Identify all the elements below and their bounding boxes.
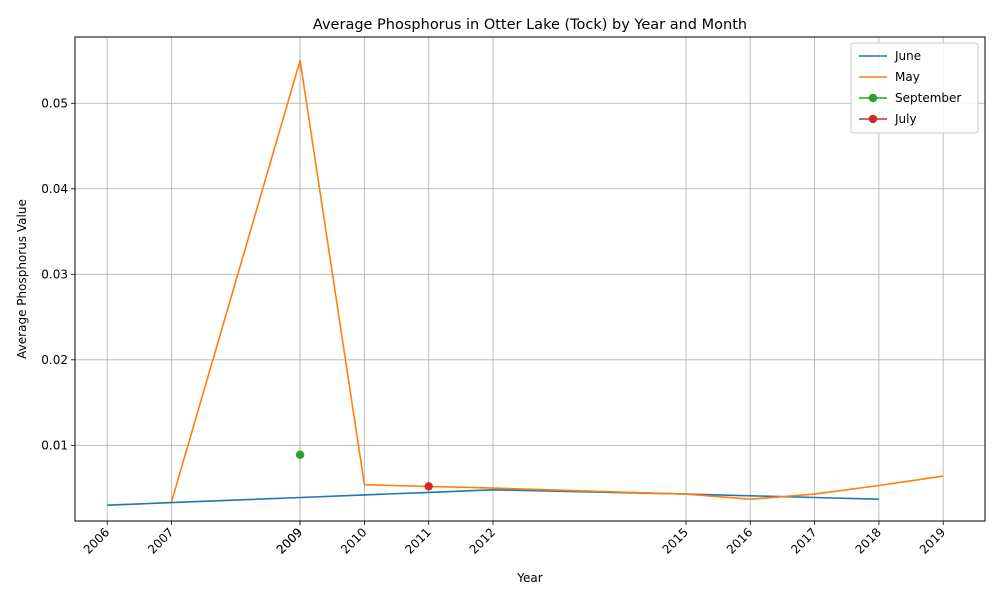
x-tick-label: 2007 xyxy=(145,525,176,556)
x-tick-label: 2018 xyxy=(853,525,884,556)
x-tick-label: 2017 xyxy=(788,525,819,556)
x-tick-label: 2019 xyxy=(917,525,948,556)
chart-title: Average Phosphorus in Otter Lake (Tock) … xyxy=(313,17,747,33)
legend-label-may: May xyxy=(895,70,920,84)
legend-box xyxy=(850,42,979,134)
legend: June May September July xyxy=(850,42,979,134)
series-lines xyxy=(107,59,944,506)
y-tick-label: 0.04 xyxy=(41,182,68,196)
x-tick-label: 2011 xyxy=(402,525,433,556)
legend-marker-july xyxy=(868,114,878,124)
x-tick-label: 2009 xyxy=(274,525,305,556)
x-tick-label: 2016 xyxy=(724,525,755,556)
y-tick-label: 0.01 xyxy=(41,438,68,452)
x-axis-label: Year xyxy=(516,571,542,585)
grid xyxy=(75,37,985,521)
y-tick-label: 0.02 xyxy=(41,353,68,367)
data-point-september xyxy=(295,450,305,459)
legend-label-september: September xyxy=(895,91,961,105)
y-tick-label: 0.03 xyxy=(41,267,68,281)
x-tick-label: 2012 xyxy=(467,525,498,556)
legend-marker-september xyxy=(868,93,878,103)
x-tick-label: 2006 xyxy=(81,525,112,556)
legend-label-july: July xyxy=(894,112,917,126)
x-tick-label: 2015 xyxy=(660,525,691,556)
y-tick-label: 0.05 xyxy=(41,96,68,110)
plot-frame xyxy=(74,36,986,522)
legend-label-june: June xyxy=(894,49,921,63)
data-point-july xyxy=(424,482,433,491)
x-tick-label: 2010 xyxy=(338,525,369,556)
y-axis-label: Average Phosphorus Value xyxy=(15,199,29,359)
series-line-may xyxy=(170,59,944,503)
